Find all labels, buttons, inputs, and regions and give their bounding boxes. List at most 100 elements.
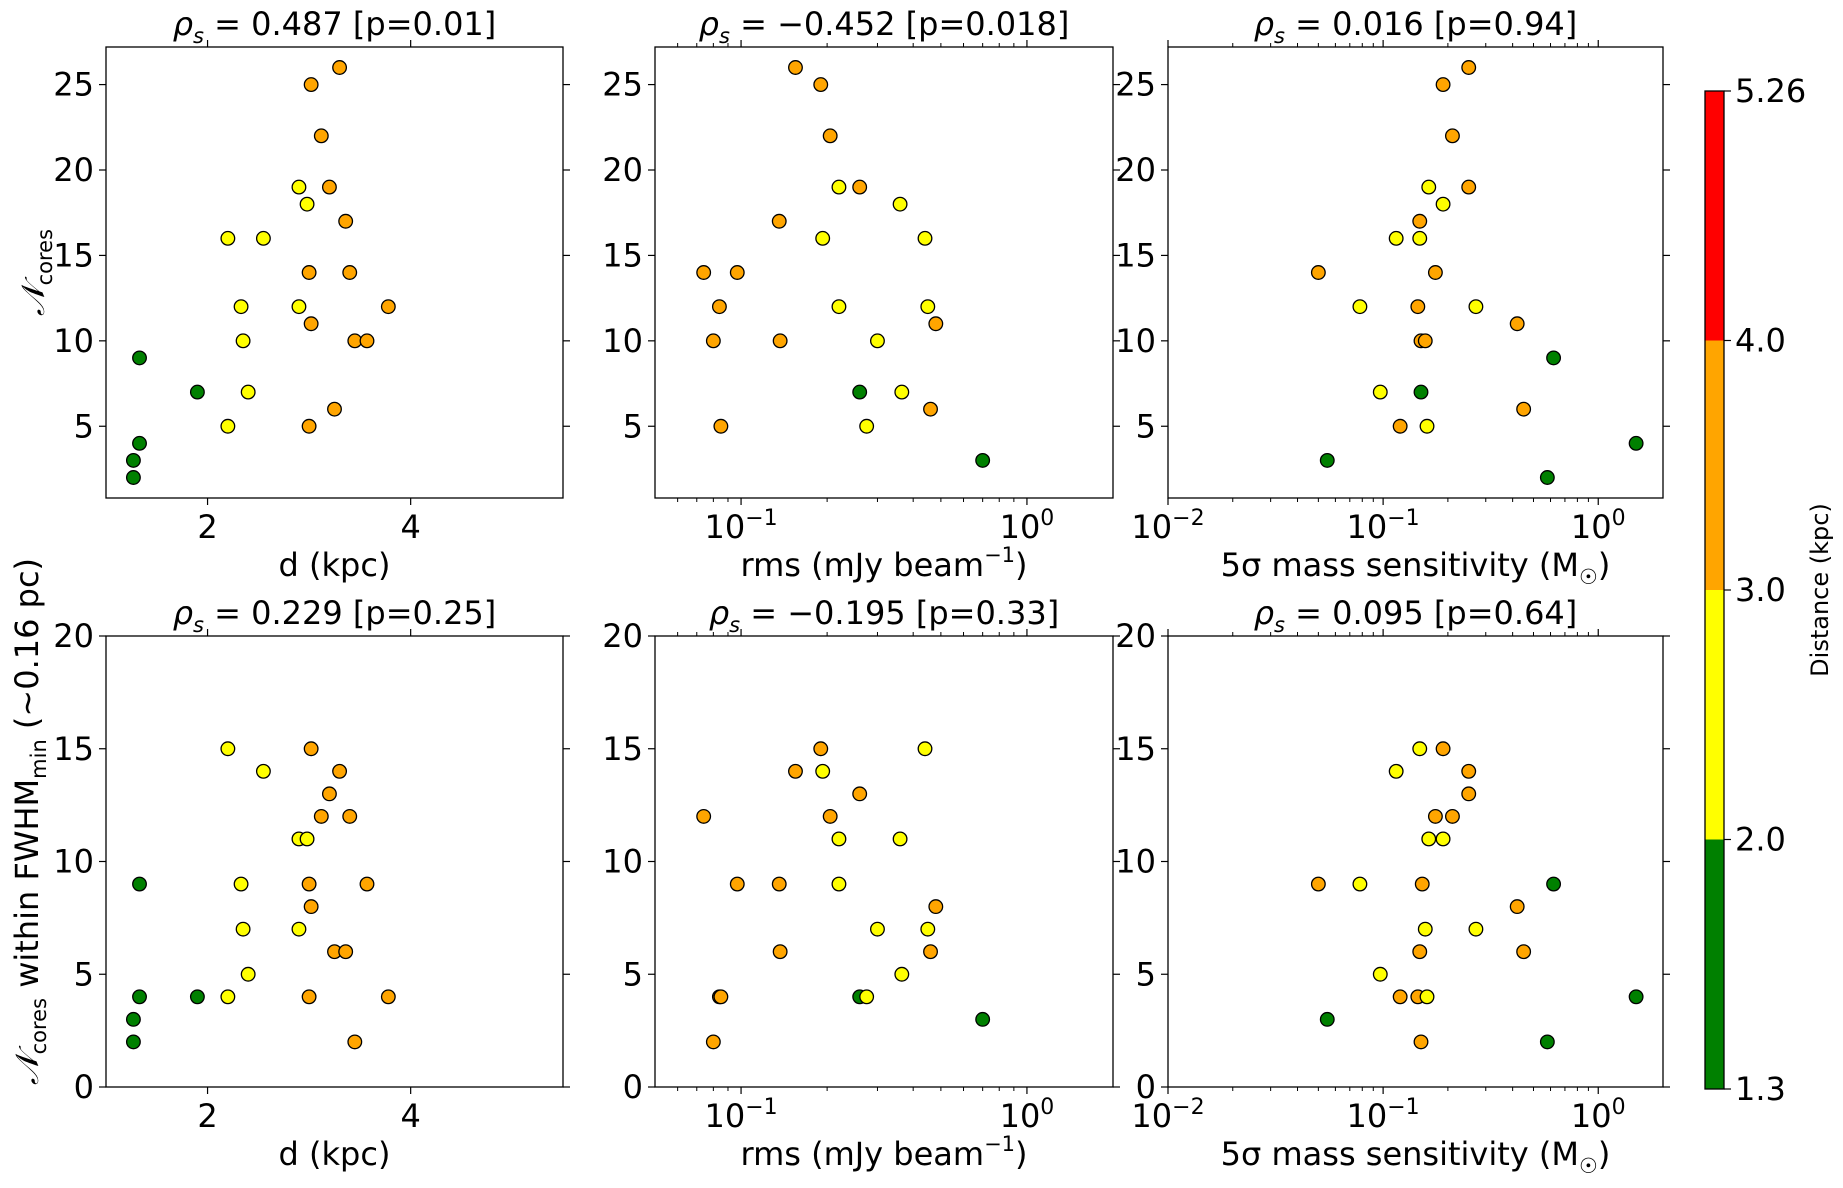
scatter-point: [1461, 60, 1477, 75]
axes-frame: [654, 46, 1114, 499]
scatter-point: [1421, 831, 1437, 847]
scatter-point: [1509, 899, 1525, 915]
scatter-point: [240, 384, 256, 400]
panel-title: ρs = −0.195 [p=0.33]: [709, 594, 1059, 637]
y-tick-label: 10: [602, 843, 643, 881]
scatter-point: [852, 179, 868, 195]
panel-title: ρs = 0.487 [p=0.01]: [173, 5, 497, 48]
scatter-point: [380, 299, 396, 315]
scatter-point: [975, 452, 991, 468]
scatter-point: [870, 333, 885, 349]
y-tick-label: 20: [1115, 151, 1156, 189]
scatter-point: [1444, 128, 1460, 144]
x-tick-label: 10−1: [704, 506, 777, 546]
x-tick-label: 2: [197, 1097, 217, 1135]
scatter-points: [1310, 60, 1644, 485]
scatter-point: [1319, 1011, 1335, 1027]
scatter-point: [1427, 265, 1443, 280]
colorbar: 1.3 2.0 3.0 4.0 5.26 Distance (kpc): [1704, 72, 1834, 1108]
scatter-point: [705, 333, 721, 349]
scatter-point: [1310, 876, 1326, 892]
x-tick-label: 10−2: [1131, 1095, 1204, 1135]
y-tick-label: 10: [53, 843, 94, 881]
scatter-point: [347, 1034, 363, 1050]
scatter-point: [831, 299, 847, 315]
scatter-point: [125, 1034, 141, 1050]
scatter-point: [1417, 333, 1433, 349]
y-tick-label: 15: [53, 730, 94, 768]
scatter-point: [303, 316, 319, 332]
scatter-point: [928, 899, 944, 915]
x-tick-label: 100: [1571, 1095, 1626, 1135]
scatter-point: [313, 808, 329, 824]
panel-2: 5 10 15 20 25 10−1 100 ρs = −0.452 [p=0.018] rms…: [602, 5, 1120, 584]
scatter-point: [696, 808, 712, 824]
scatter-point: [892, 831, 908, 847]
y-tick-label: 10: [602, 322, 643, 360]
y-axis-label-bottom: 𝒩cores within FWHMmin (∼0.16 pc): [8, 558, 51, 1085]
scatter-point: [813, 77, 829, 93]
scatter-point: [301, 989, 317, 1005]
scatter-point: [125, 452, 141, 468]
y-tick-label: 15: [53, 236, 94, 274]
scatter-point: [1427, 808, 1443, 824]
scatter-point: [917, 230, 933, 246]
scatter-point: [1392, 989, 1408, 1005]
scatter-point: [303, 899, 319, 915]
scatter-point: [189, 384, 205, 400]
scatter-point: [1412, 230, 1428, 246]
y-tick-label: 20: [53, 151, 94, 189]
colorbar-label: Distance (kpc): [1806, 503, 1834, 677]
colorbar-tick-label: 4.0: [1735, 322, 1786, 360]
scatter-point: [1352, 299, 1368, 315]
scatter-point: [1413, 1034, 1429, 1050]
x-tick-label: 10−1: [704, 1095, 777, 1135]
colorbar-tick-label: 5.26: [1735, 72, 1806, 110]
x-axis-label: d (kpc): [279, 1135, 391, 1173]
scatter-point: [831, 179, 847, 195]
scatter-point: [1417, 921, 1433, 937]
scatter-point: [359, 876, 375, 892]
scatter-point: [1392, 418, 1408, 434]
y-tick-label: 0: [74, 1068, 94, 1106]
scatter-point: [729, 876, 745, 892]
scatter-point: [894, 966, 910, 982]
scatter-point: [332, 763, 348, 779]
x-tick-label: 4: [400, 508, 420, 546]
scatter-point: [852, 384, 868, 400]
x-tick-label: 10−1: [1347, 1095, 1420, 1135]
scatter-point: [240, 966, 256, 982]
scatter-point: [1388, 763, 1404, 779]
axes-frame: [105, 46, 564, 499]
scatter-point: [1410, 299, 1426, 315]
colorbar-tick-label: 1.3: [1735, 1070, 1786, 1108]
y-tick-label: 10: [1115, 843, 1156, 881]
scatter-point: [831, 831, 847, 847]
scatter-points: [125, 741, 396, 1050]
axes-frame: [654, 635, 1114, 1088]
scatter-point: [822, 128, 838, 144]
panel-6: 0 5 10 15 20 10−2 10−1 100 ρs = 0.095 [p=0.64] 5σ…: [1115, 594, 1670, 1178]
axes-frame: [1167, 635, 1664, 1088]
y-tick-label: 0: [623, 1068, 643, 1106]
scatter-point: [301, 265, 317, 280]
scatter-point: [705, 1034, 721, 1050]
scatter-point: [1388, 230, 1404, 246]
x-axis-label: rms (mJy beam−1): [740, 1132, 1027, 1173]
scatter-point: [1444, 808, 1460, 824]
scatter-point: [975, 1011, 991, 1027]
scatter-point: [1435, 741, 1451, 757]
scatter-point: [1539, 470, 1555, 485]
x-axis-label: d (kpc): [279, 546, 391, 584]
scatter-point: [772, 333, 788, 349]
y-tick-label: 20: [53, 617, 94, 655]
scatter-point: [291, 299, 307, 315]
panel-3: 5 10 15 20 25 10−2 10−1 100 ρs = 0.016 [p=0.94] 5…: [1115, 5, 1670, 589]
scatter-point: [342, 265, 358, 280]
scatter-point: [859, 418, 875, 434]
colorbar-segment: [1705, 340, 1724, 590]
y-tick-label: 0: [1136, 1068, 1156, 1106]
colorbar-segment: [1705, 91, 1724, 341]
panel-title: ρs = −0.452 [p=0.018]: [699, 5, 1070, 48]
scatter-point: [729, 265, 745, 280]
